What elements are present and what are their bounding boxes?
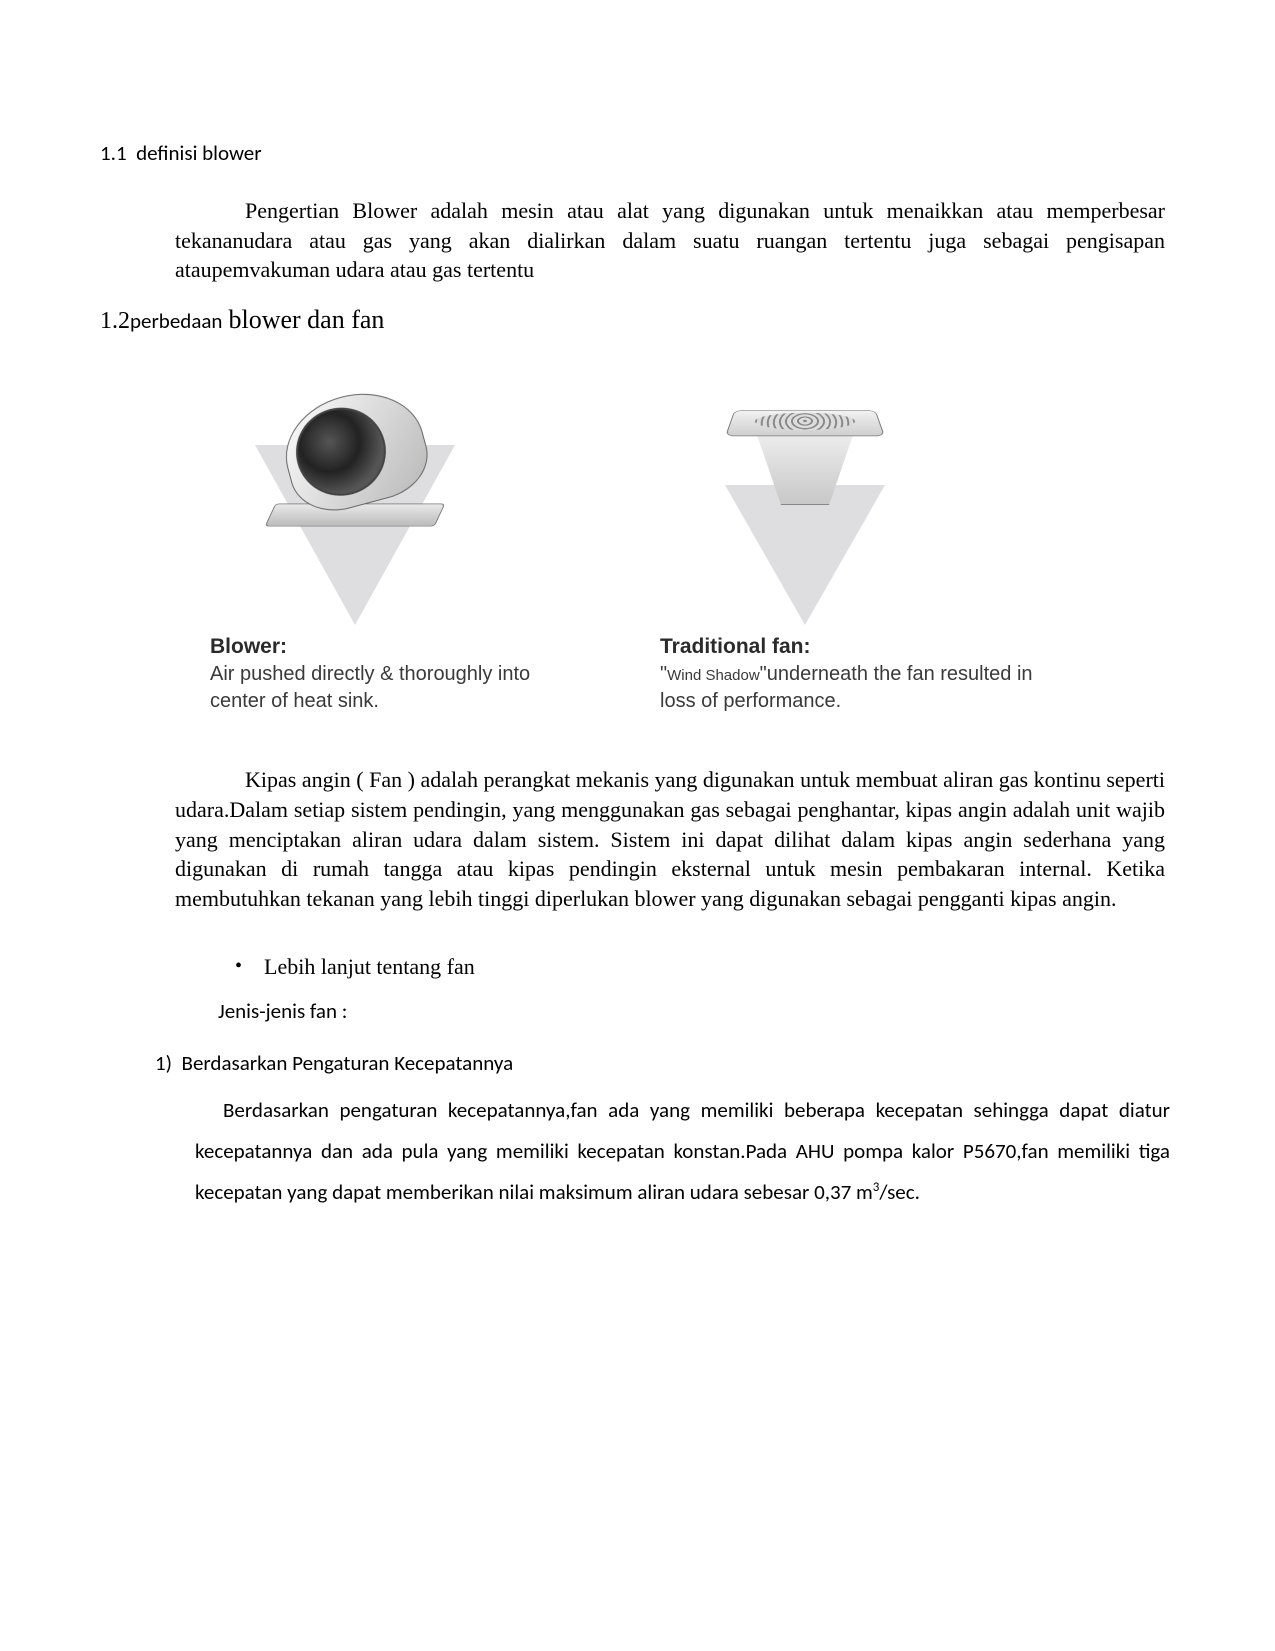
blower-image <box>210 365 500 625</box>
figure-row: Blower: Air pushed directly & thoroughly… <box>210 365 1175 715</box>
para-fan-text: Kipas angin ( Fan ) adalah perangkat mek… <box>175 767 1165 911</box>
para-1-1: Pengertian Blower adalah mesin atau alat… <box>175 196 1165 285</box>
figure-fan: Traditional fan: "Wind Shadow"underneath… <box>660 365 1040 715</box>
heading-1-1: 1.1 definisi blower <box>100 140 1175 166</box>
fan-image <box>660 365 950 625</box>
fan-caption-quoted: Wind Shadow <box>667 667 760 684</box>
para-1-1-text: Pengertian Blower adalah mesin atau alat… <box>175 198 1165 282</box>
blower-caption: Blower: Air pushed directly & thoroughly… <box>210 633 590 715</box>
numbered-item-1: 1) Berdasarkan Pengaturan Kecepatannya <box>155 1050 1175 1076</box>
heading-1-1-number: 1.1 <box>100 140 127 166</box>
fan-caption-title: Traditional fan: <box>660 635 811 658</box>
numbered-1-body-post: /sec. <box>879 1179 920 1205</box>
heading-1-2-number: 1.2 <box>100 308 130 334</box>
bullet-text: Lebih lanjut tentang fan <box>264 954 475 979</box>
numbered-1-body-pre: Berdasarkan pengaturan kecepatannya,fan … <box>195 1097 1170 1205</box>
bullet-dot-icon: • <box>235 955 242 977</box>
heading-1-2-big: blower dan fan <box>228 305 384 334</box>
numbered-1-title: Berdasarkan Pengaturan Kecepatannya <box>182 1050 514 1076</box>
blower-caption-desc: Air pushed directly & thoroughly into ce… <box>210 663 530 712</box>
figure-blower: Blower: Air pushed directly & thoroughly… <box>210 365 590 715</box>
bullet-more-about-fan: • Lebih lanjut tentang fan <box>235 954 1175 980</box>
numbered-1-body: Berdasarkan pengaturan kecepatannya,fan … <box>195 1090 1170 1213</box>
fan-caption: Traditional fan: "Wind Shadow"underneath… <box>660 633 1040 715</box>
heading-1-1-title: definisi blower <box>136 140 262 166</box>
numbered-1-num: 1) <box>155 1050 172 1076</box>
heading-1-2: 1.2perbedaan blower dan fan <box>100 305 1175 335</box>
subheading-jenis-fan: Jenis-jenis fan : <box>218 998 1175 1024</box>
blower-caption-title: Blower: <box>210 635 287 658</box>
para-fan-definition: Kipas angin ( Fan ) adalah perangkat mek… <box>175 765 1165 913</box>
heading-1-2-small: perbedaan <box>130 308 222 334</box>
